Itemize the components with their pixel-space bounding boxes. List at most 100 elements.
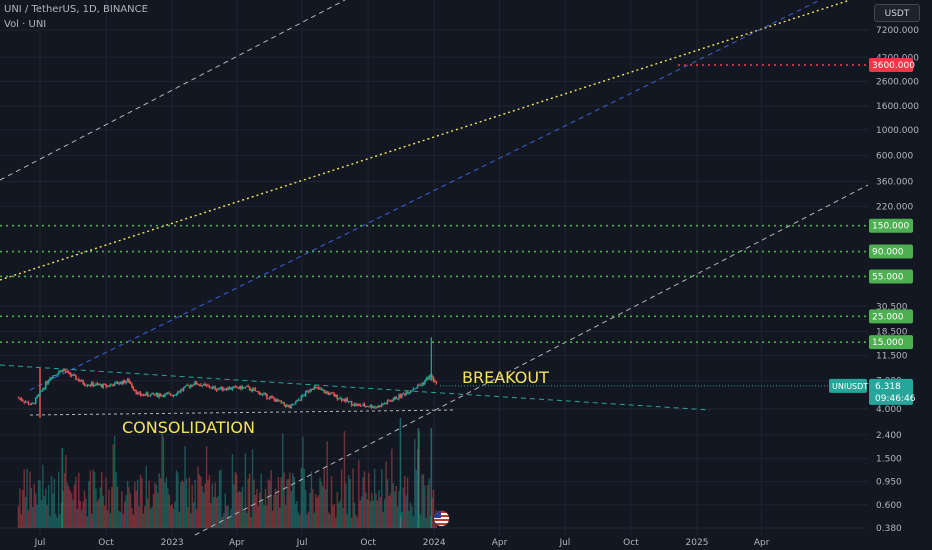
level-tag-label-4: 25.000 — [872, 312, 904, 322]
volume-bar — [34, 493, 37, 528]
candle-body — [195, 381, 198, 385]
level-tag-4 — [869, 309, 913, 324]
volume-bar — [152, 494, 155, 528]
candle-body — [253, 388, 255, 390]
volume-bar — [36, 504, 38, 528]
candle-body — [353, 403, 356, 406]
candle-body — [346, 398, 349, 402]
candle-body — [330, 392, 333, 394]
horizontal-levels — [0, 64, 868, 387]
volume-bar — [207, 480, 209, 528]
volume-bar — [409, 502, 412, 528]
volume-bar — [45, 488, 47, 528]
level-tag-label-3: 55.000 — [872, 272, 904, 282]
candle-body — [359, 404, 362, 407]
candle-body — [428, 375, 430, 380]
candle-body — [72, 374, 74, 376]
candle-body — [235, 386, 238, 388]
candle-body — [146, 392, 149, 396]
breakout-spike-body — [430, 373, 433, 381]
volume-bar — [233, 484, 235, 528]
candle-body — [363, 404, 366, 407]
candle-body — [73, 374, 76, 376]
candle-body — [200, 384, 202, 387]
volume-bar — [432, 490, 435, 528]
volume-bar — [230, 509, 232, 528]
volume-bar — [129, 493, 132, 528]
volume-bar — [401, 512, 403, 528]
volume-bar — [237, 492, 239, 528]
us-flag-icon[interactable] — [434, 511, 449, 526]
volume-bar — [360, 496, 363, 528]
candle-body — [280, 400, 283, 403]
candle-body — [148, 395, 150, 397]
candle-body — [174, 394, 176, 396]
candle-body — [133, 389, 136, 391]
candle-body — [326, 391, 329, 393]
candle-body — [245, 386, 248, 387]
candle-body — [337, 398, 340, 400]
volume-bar — [338, 503, 340, 528]
volume-bar — [358, 460, 360, 528]
candle-body — [86, 385, 89, 387]
candle-body — [88, 385, 90, 386]
volume-bar — [135, 490, 137, 528]
volume-bar — [350, 517, 353, 528]
volume-bar — [122, 513, 124, 528]
volume-bar — [266, 505, 268, 528]
volume-bar — [112, 444, 114, 528]
volume-bar — [263, 505, 265, 528]
candle-body — [191, 384, 194, 386]
volume-bar — [111, 487, 113, 528]
volume-bar — [332, 505, 334, 528]
currency-button[interactable]: USDT — [874, 4, 920, 22]
volume-bar — [57, 471, 60, 528]
volume-bar — [368, 472, 370, 528]
candle-body — [314, 386, 317, 388]
candle-body — [294, 402, 297, 405]
volume-bars — [17, 418, 438, 528]
time-tick-8: Jul — [558, 538, 570, 548]
volume-bar — [65, 455, 67, 528]
candle-body — [34, 397, 37, 404]
time-tick-3: Apr — [229, 538, 245, 548]
candle-body — [386, 400, 389, 404]
white-channel-upper — [0, 0, 346, 181]
volume-bar — [346, 514, 349, 528]
volume-bar — [428, 478, 430, 528]
candle-body — [149, 394, 152, 397]
candle-body — [131, 383, 133, 387]
candle-body — [152, 392, 155, 395]
volume-bar — [187, 507, 189, 528]
candle-body — [103, 384, 106, 385]
candle-body — [75, 375, 77, 380]
candle-body — [221, 386, 224, 390]
candle-body — [112, 384, 115, 386]
volume-bar — [342, 507, 344, 528]
volume-bar — [185, 478, 188, 528]
volume-bar — [398, 490, 400, 528]
volume-bar — [17, 505, 20, 528]
volume-bar — [405, 495, 407, 528]
candle-body — [181, 389, 183, 391]
candle-body — [286, 405, 288, 407]
volume-bar — [271, 510, 274, 528]
volume-bar — [106, 510, 109, 528]
volume-bar — [353, 502, 356, 528]
volume-label[interactable]: Vol · UNI — [4, 19, 47, 30]
candle-body — [121, 381, 123, 385]
volume-bar — [201, 485, 203, 528]
time-axis[interactable]: Jul Oct 2023 Apr Jul Oct 2024 Apr Jul Oct 2025 Apr — [34, 538, 770, 548]
volume-bar — [191, 484, 193, 528]
candle-body — [283, 401, 285, 405]
volume-bar — [283, 472, 285, 528]
candle-body — [352, 405, 354, 406]
volume-bar — [79, 500, 81, 528]
volume-bar — [53, 478, 56, 528]
volume-bar — [303, 468, 305, 528]
candle-body — [223, 389, 225, 390]
volume-bar — [68, 486, 70, 528]
candle-body — [210, 387, 212, 389]
volume-bar — [292, 473, 294, 528]
